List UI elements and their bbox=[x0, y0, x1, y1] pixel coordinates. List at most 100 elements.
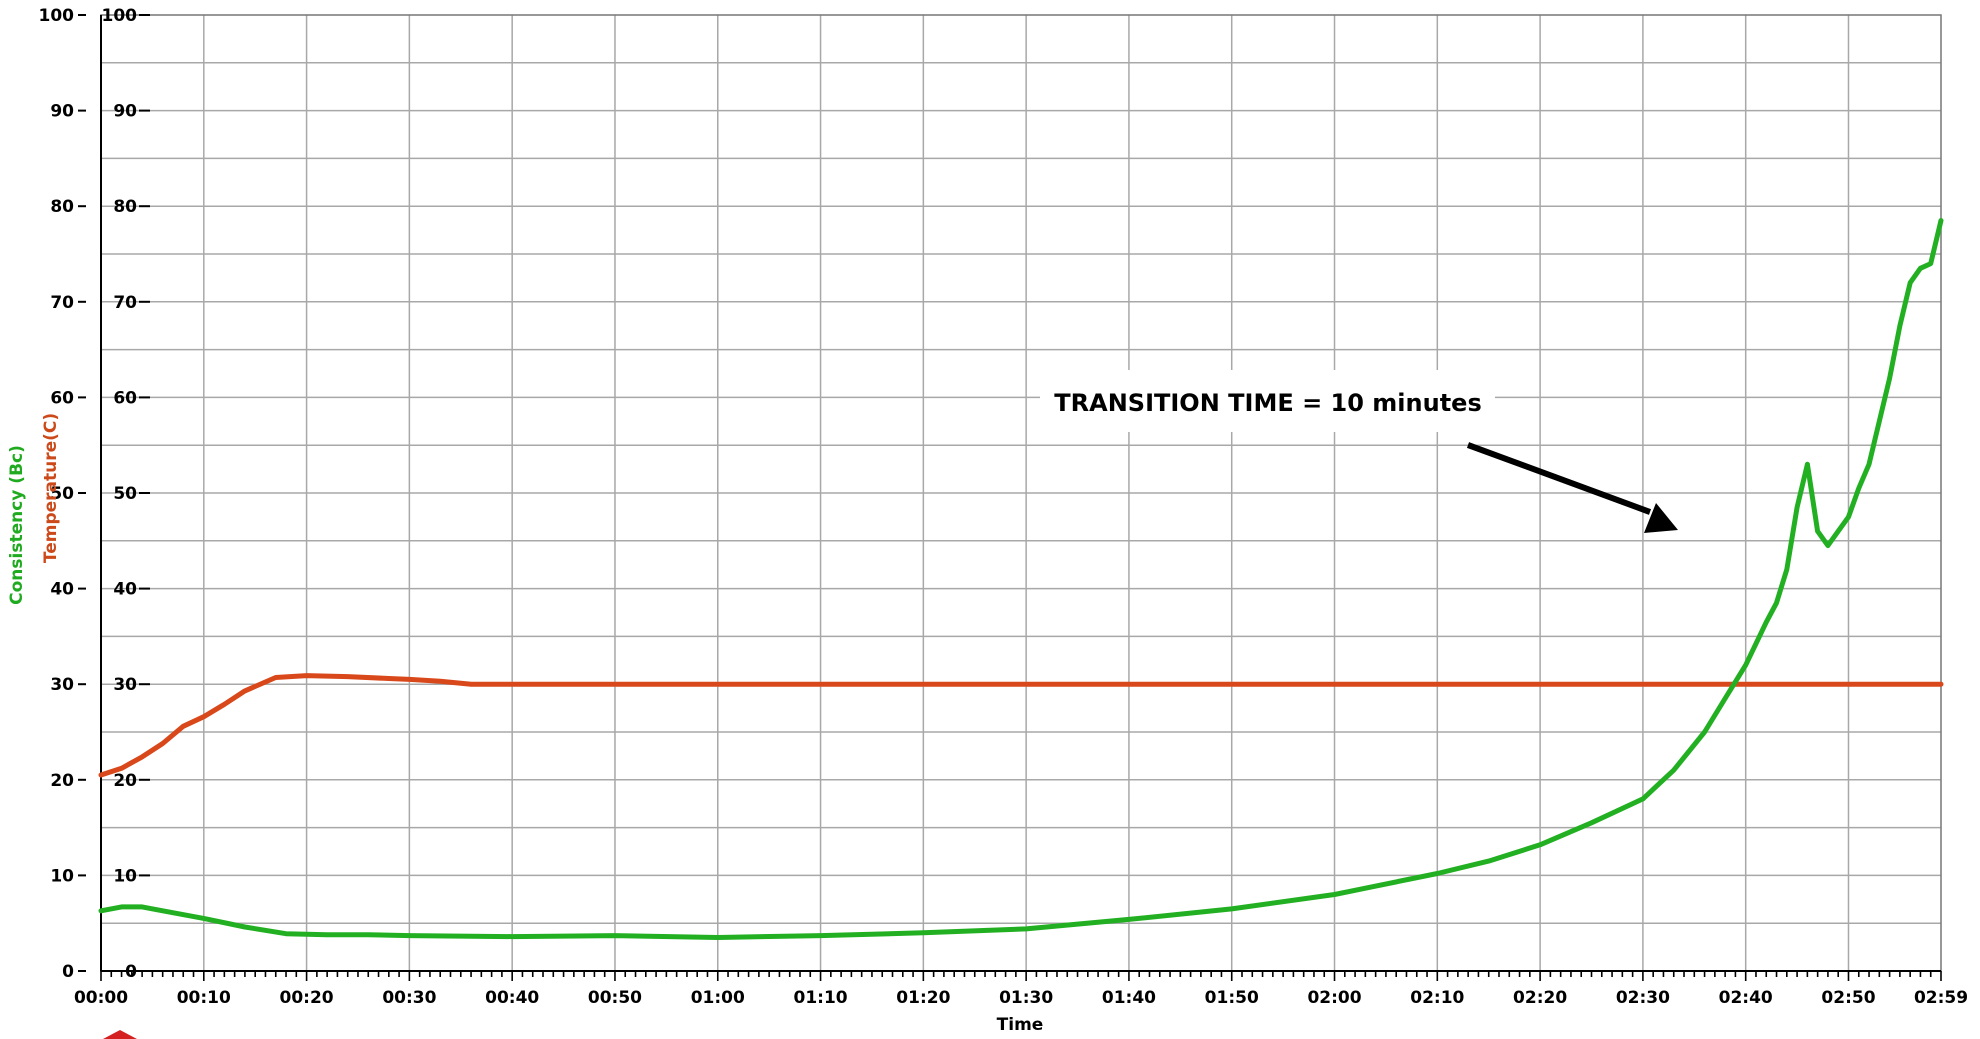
y-tick-label-consistency: 30 bbox=[50, 675, 74, 695]
consistency-point bbox=[99, 908, 103, 913]
consistency-point bbox=[140, 904, 145, 909]
y-tick-label-temperature: 30 bbox=[113, 675, 137, 695]
y-tick-label-consistency: 90 bbox=[50, 102, 74, 122]
temperature-point bbox=[345, 674, 350, 679]
consistency-point bbox=[715, 935, 720, 940]
consistency-point bbox=[1743, 663, 1748, 668]
x-tick-label: 02:00 bbox=[1307, 988, 1361, 1008]
y-tick-label-consistency: 50 bbox=[50, 484, 74, 504]
y-tick-label-consistency: 20 bbox=[50, 771, 74, 791]
consistency-point bbox=[1815, 529, 1820, 534]
y-tick-label-temperature: 90 bbox=[113, 102, 137, 122]
consistency-point bbox=[1723, 696, 1728, 701]
series-group bbox=[98, 218, 1944, 940]
x-tick-label: 01:40 bbox=[1102, 988, 1156, 1008]
y-tick-label-consistency: 70 bbox=[50, 293, 74, 313]
consistency-point bbox=[1229, 906, 1234, 911]
temperature-point bbox=[181, 724, 186, 729]
consistency-point bbox=[366, 932, 371, 937]
temperature-point bbox=[407, 677, 412, 682]
temperature-point bbox=[140, 754, 145, 759]
consistency-point bbox=[1795, 505, 1800, 510]
annotation-box bbox=[1040, 370, 1495, 432]
temperature-point bbox=[99, 773, 103, 777]
consistency-point bbox=[1640, 796, 1645, 801]
x-tick-label: 02:40 bbox=[1719, 988, 1773, 1008]
consistency-point bbox=[1435, 871, 1440, 876]
temperature-point bbox=[510, 682, 515, 687]
temperature-point bbox=[273, 675, 278, 680]
y-axis-title-consistency: Consistency (Bc) bbox=[7, 445, 27, 605]
y-tick-label-consistency: 40 bbox=[50, 580, 74, 600]
temperature-point bbox=[160, 741, 165, 746]
consistency-point bbox=[1805, 462, 1810, 467]
temperature-point bbox=[469, 682, 474, 687]
consistency-point bbox=[1877, 419, 1882, 424]
consistency-point bbox=[613, 933, 617, 938]
consistency-point bbox=[1928, 261, 1933, 266]
y-tick-label-temperature: 60 bbox=[113, 388, 137, 408]
x-tick-label: 01:50 bbox=[1205, 988, 1259, 1008]
y-tick-label-temperature: 10 bbox=[113, 866, 137, 886]
consistency-point bbox=[1784, 567, 1789, 572]
temperature-point bbox=[242, 688, 247, 693]
y-tick-label-consistency: 10 bbox=[50, 866, 74, 886]
x-tick-label: 01:30 bbox=[999, 988, 1053, 1008]
x-tick-label: 00:50 bbox=[588, 988, 642, 1008]
consistency-point bbox=[1825, 543, 1830, 548]
x-tick-label: 02:50 bbox=[1821, 988, 1875, 1008]
consistency-point bbox=[1702, 730, 1707, 734]
consistency-point bbox=[1836, 529, 1841, 534]
consistency-point bbox=[1486, 859, 1491, 864]
consistency-point bbox=[1126, 917, 1131, 922]
consistency-point bbox=[818, 933, 823, 938]
x-tick-label: 01:20 bbox=[896, 988, 950, 1008]
consistency-point bbox=[1887, 376, 1892, 381]
annotation-arrow-head bbox=[1644, 503, 1678, 533]
consistency-series-line bbox=[98, 218, 1944, 940]
x-tick-label: 01:10 bbox=[793, 988, 847, 1008]
consistency-point bbox=[1856, 486, 1861, 491]
consistency-point bbox=[510, 934, 515, 939]
x-tick-label: 00:20 bbox=[280, 988, 334, 1008]
consistency-point bbox=[1908, 280, 1913, 285]
consistency-point bbox=[1538, 842, 1543, 847]
y-tick-label-temperature: 100 bbox=[102, 6, 138, 26]
x-tick-label: 02:20 bbox=[1513, 988, 1567, 1008]
consistency-point bbox=[284, 931, 288, 936]
x-axis-ticks: 00:00 00:10 00:20 00:30 00:40 00:50 01:00 01:10… bbox=[74, 970, 1968, 1008]
y-tick-label-temperature: 70 bbox=[113, 293, 137, 313]
x-tick-label: 00:00 bbox=[74, 988, 128, 1008]
consistency-point bbox=[1024, 926, 1029, 931]
y-tick-label-consistency: 0 bbox=[62, 962, 74, 982]
consistency-point bbox=[407, 933, 412, 938]
consistency-point bbox=[1918, 266, 1923, 271]
consistency-point bbox=[1846, 514, 1851, 519]
temperature-point bbox=[201, 714, 206, 719]
x-tick-label: 00:30 bbox=[382, 988, 436, 1008]
consistency-point bbox=[119, 904, 124, 909]
consistency-point bbox=[1332, 892, 1337, 897]
consistency-point bbox=[1774, 600, 1779, 605]
y-tick-label-temperature: 40 bbox=[113, 580, 137, 600]
temperature-point bbox=[1939, 682, 1943, 687]
consistency-point bbox=[1589, 820, 1594, 825]
temperature-point bbox=[438, 679, 443, 684]
y-tick-label-temperature: 20 bbox=[113, 771, 137, 791]
x-tick-label: 02:10 bbox=[1410, 988, 1464, 1008]
y-tick-label-consistency: 80 bbox=[50, 197, 74, 217]
consistency-point bbox=[201, 916, 206, 921]
consistency-point bbox=[1671, 768, 1676, 773]
consistency-point bbox=[1939, 218, 1943, 223]
consistency-point bbox=[325, 932, 330, 937]
temperature-point bbox=[304, 673, 309, 678]
temperature-point bbox=[119, 766, 124, 771]
y-tick-label-temperature: 50 bbox=[113, 484, 137, 504]
consistency-point bbox=[242, 925, 247, 929]
y-tick-label-consistency: 60 bbox=[50, 388, 74, 408]
grid bbox=[101, 15, 1941, 971]
temperature-point bbox=[222, 702, 227, 707]
temperature-point bbox=[386, 676, 391, 681]
y-tick-label-temperature: 80 bbox=[113, 197, 137, 217]
